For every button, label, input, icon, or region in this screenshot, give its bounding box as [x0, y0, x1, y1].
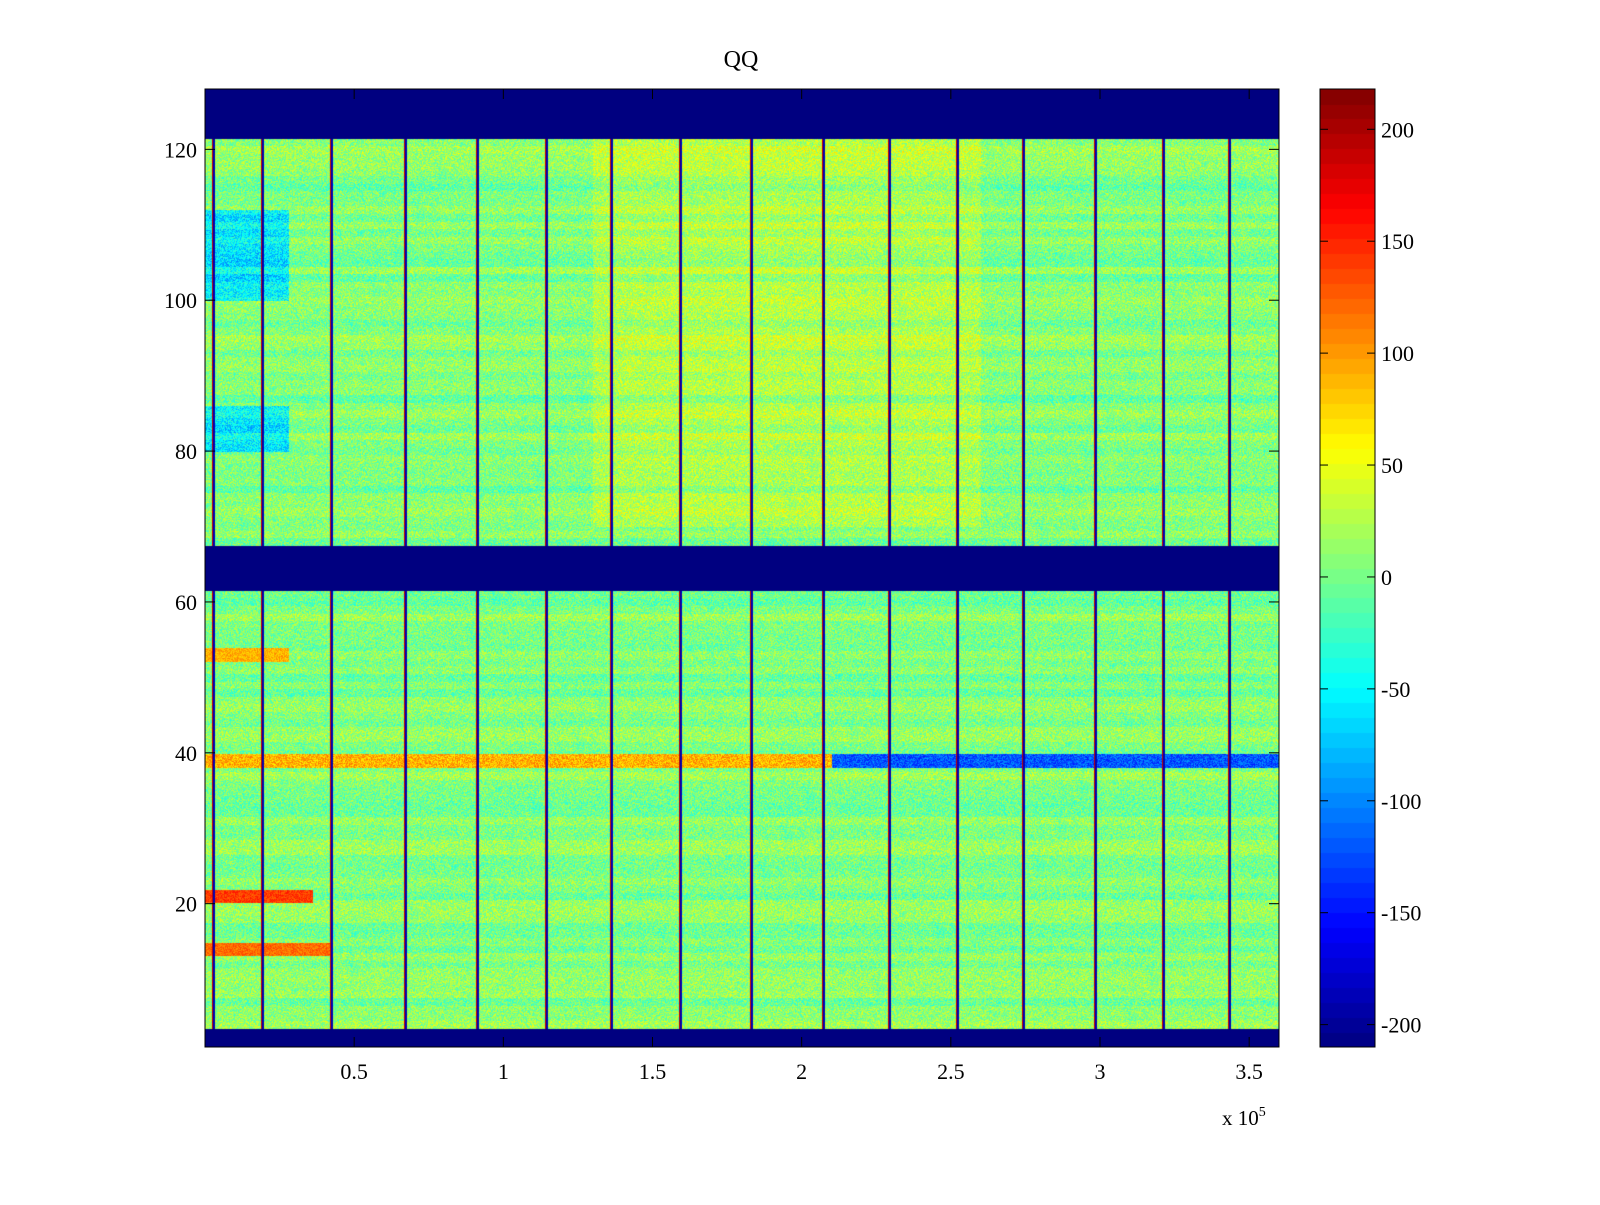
y-tick: 80 [175, 439, 1279, 464]
x-tick: 0.5 [340, 89, 368, 1084]
colorbar-tick: -150 [1320, 901, 1421, 926]
x-exponent-power: 5 [1259, 1105, 1266, 1120]
colorbar-tick: -100 [1320, 789, 1421, 814]
y-tick-label: 80 [175, 439, 197, 464]
heatmap-image [205, 89, 1279, 1047]
colorbar-tick-label: 50 [1381, 453, 1403, 478]
x-tick: 2 [796, 89, 807, 1084]
chart-title: QQ [724, 47, 759, 73]
x-exponent-base: x 10 [1222, 1106, 1259, 1130]
x-tick-label: 1 [498, 1059, 509, 1084]
y-tick: 120 [164, 137, 1279, 162]
x-tick-label: 1.5 [639, 1059, 667, 1084]
y-tick: 100 [164, 288, 1279, 313]
heatmap-image-container [205, 89, 1279, 1047]
x-tick: 3 [1095, 89, 1106, 1084]
plot-frame [204, 88, 1280, 1048]
x-tick-label: 2 [796, 1059, 807, 1084]
colorbar-tick: 50 [1320, 453, 1403, 478]
colorbar-image [1320, 89, 1375, 1047]
x-exponent-label: x 105 [1222, 1105, 1266, 1130]
x-tick-label: 2.5 [937, 1059, 965, 1084]
colorbar-tick-label: -100 [1381, 789, 1421, 814]
plot-area [204, 88, 1280, 1048]
colorbar-tick: -50 [1320, 677, 1410, 702]
x-axis: 0.5 1 1.5 2 2.5 3 3.5 [340, 89, 1263, 1084]
colorbar-tick-label: 150 [1381, 229, 1414, 254]
y-tick-label: 40 [175, 741, 197, 766]
y-axis: 20 40 60 80 100 120 [164, 137, 1279, 917]
colorbar-tick: 100 [1320, 341, 1414, 366]
colorbar: 200 150 100 50 0 -50 -100 -150 -200 [1319, 88, 1421, 1048]
y-tick: 60 [175, 590, 1279, 615]
colorbar-tick: 0 [1320, 565, 1392, 590]
y-tick-label: 60 [175, 590, 197, 615]
y-tick: 20 [175, 892, 1279, 917]
x-tick: 3.5 [1235, 89, 1263, 1084]
x-tick: 2.5 [937, 89, 965, 1084]
colorbar-tick-label: 0 [1381, 565, 1392, 590]
y-tick: 40 [175, 741, 1279, 766]
colorbar-tick-label: -50 [1381, 677, 1410, 702]
colorbar-tick-label: 100 [1381, 341, 1414, 366]
y-tick-label: 120 [164, 137, 197, 162]
colorbar-tick-label: 200 [1381, 117, 1414, 142]
x-tick-label: 3 [1095, 1059, 1106, 1084]
colorbar-tick-label: -200 [1381, 1013, 1421, 1038]
colorbar-frame [1319, 88, 1376, 1048]
colorbar-tick: 150 [1320, 229, 1414, 254]
x-tick-label: 3.5 [1235, 1059, 1263, 1084]
y-tick-label: 20 [175, 892, 197, 917]
colorbar-tick-label: -150 [1381, 901, 1421, 926]
x-tick-label: 0.5 [340, 1059, 368, 1084]
x-tick: 1 [498, 89, 509, 1084]
colorbar-image-container [1320, 89, 1375, 1047]
x-tick: 1.5 [639, 89, 667, 1084]
colorbar-tick: 200 [1320, 117, 1414, 142]
colorbar-ticks: 200 150 100 50 0 -50 -100 -150 -200 [1320, 117, 1421, 1038]
y-tick-label: 100 [164, 288, 197, 313]
colorbar-tick: -200 [1320, 1013, 1421, 1038]
